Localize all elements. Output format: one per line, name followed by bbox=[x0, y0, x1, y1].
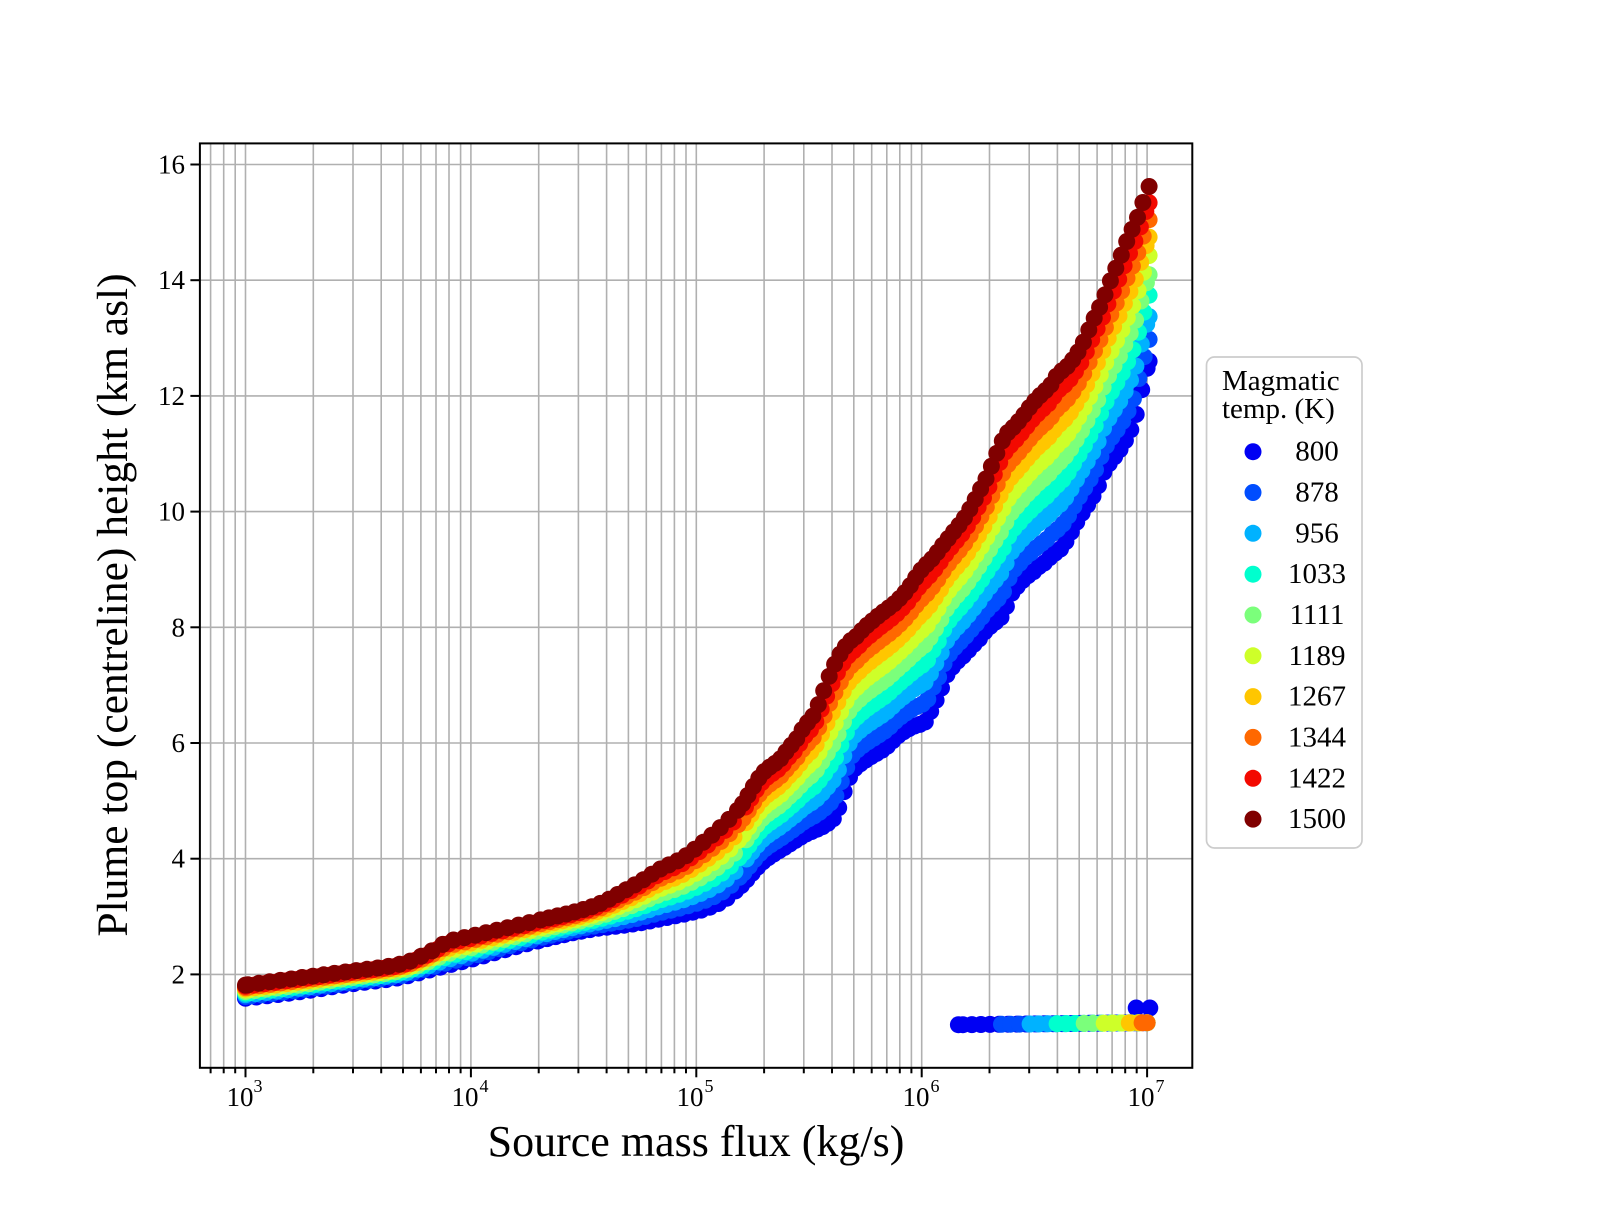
svg-text:1033: 1033 bbox=[1288, 558, 1346, 590]
svg-text:1344: 1344 bbox=[1288, 721, 1347, 753]
svg-text:3: 3 bbox=[254, 1076, 263, 1096]
svg-text:4: 4 bbox=[172, 844, 186, 874]
svg-text:878: 878 bbox=[1295, 477, 1339, 509]
svg-text:10: 10 bbox=[903, 1082, 930, 1112]
svg-text:956: 956 bbox=[1295, 517, 1339, 549]
svg-text:1189: 1189 bbox=[1289, 640, 1346, 672]
svg-text:6: 6 bbox=[172, 728, 186, 758]
svg-text:1267: 1267 bbox=[1288, 681, 1346, 713]
svg-text:12: 12 bbox=[158, 381, 185, 411]
svg-text:10: 10 bbox=[1128, 1082, 1155, 1112]
svg-text:6: 6 bbox=[931, 1076, 940, 1096]
svg-text:8: 8 bbox=[172, 612, 186, 642]
svg-text:10: 10 bbox=[158, 497, 185, 527]
svg-text:7: 7 bbox=[1156, 1076, 1165, 1096]
svg-text:14: 14 bbox=[158, 265, 186, 295]
svg-text:10: 10 bbox=[227, 1082, 254, 1112]
svg-text:5: 5 bbox=[705, 1076, 714, 1096]
svg-text:1500: 1500 bbox=[1288, 803, 1346, 835]
svg-text:Plume top (centreline) height: Plume top (centreline) height (km asl) bbox=[89, 273, 137, 936]
svg-text:1111: 1111 bbox=[1290, 599, 1345, 631]
svg-text:Magmatic: Magmatic bbox=[1222, 365, 1340, 397]
svg-text:Source mass flux (kg/s): Source mass flux (kg/s) bbox=[488, 1117, 905, 1166]
svg-text:16: 16 bbox=[158, 150, 185, 180]
svg-text:800: 800 bbox=[1295, 436, 1339, 468]
svg-text:1422: 1422 bbox=[1288, 762, 1346, 794]
svg-text:temp. (K): temp. (K) bbox=[1222, 393, 1335, 425]
svg-text:10: 10 bbox=[677, 1082, 704, 1112]
svg-text:4: 4 bbox=[480, 1076, 489, 1096]
svg-text:10: 10 bbox=[452, 1082, 479, 1112]
svg-text:2: 2 bbox=[172, 959, 186, 989]
